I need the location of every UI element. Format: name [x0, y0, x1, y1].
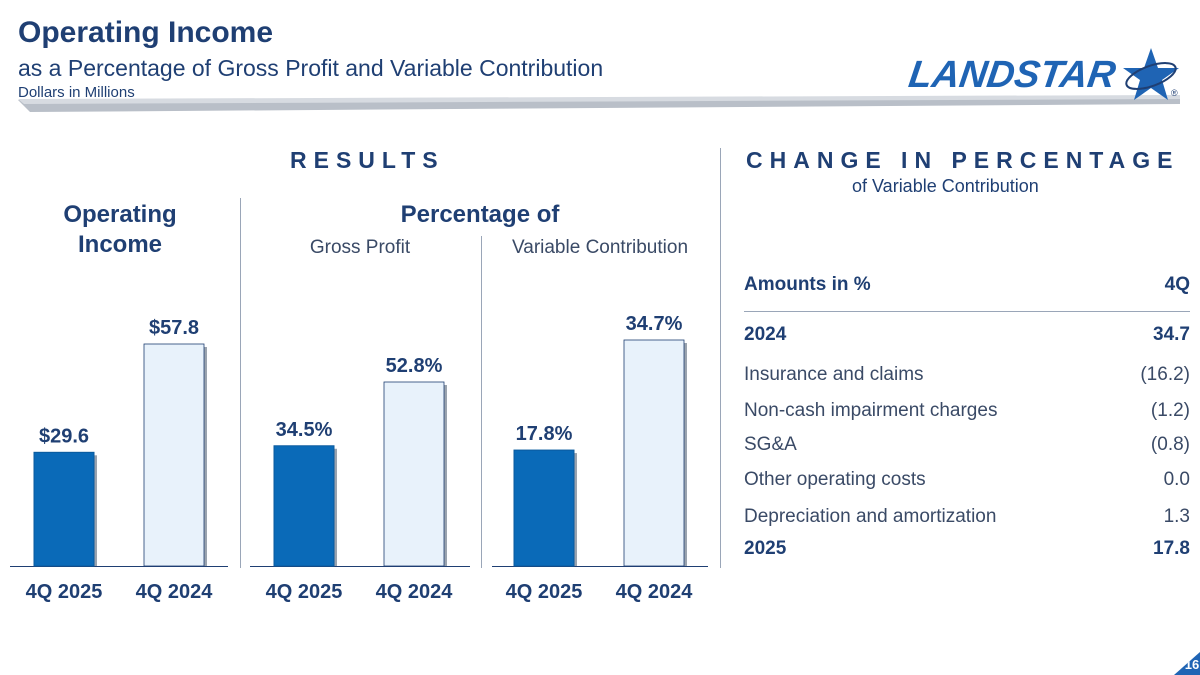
category-label: 4Q 2025 — [506, 581, 583, 603]
bar-value-label: 17.8% — [516, 423, 573, 445]
gross-profit-label: Gross Profit — [309, 237, 411, 258]
table-row-value: (0.8) — [1150, 434, 1190, 455]
category-label: 4Q 2024 — [136, 581, 214, 603]
category-label: 4Q 2024 — [616, 581, 694, 603]
table-row: Non-cash impairment charges (1.2) — [744, 400, 1190, 430]
table-header-label: Amounts in % — [744, 274, 871, 295]
table-row-value: (1.2) — [1150, 400, 1190, 421]
results-heading: RESULTS — [290, 147, 445, 173]
bar — [273, 445, 335, 567]
table-row: Other operating costs 0.0 — [744, 469, 1190, 499]
units-note: Dollars in Millions — [18, 84, 135, 101]
variable-contribution-label: Variable Contribution — [511, 237, 689, 258]
bar-value-label: 52.8% — [386, 355, 443, 377]
table-row-value: 17.8 — [1153, 538, 1190, 559]
table-header-value: 4Q — [1164, 274, 1190, 295]
landstar-logo: LANDSTAR ® — [905, 44, 1185, 104]
registered-mark: ® — [1171, 88, 1178, 98]
table-row: Depreciation and amortization 1.3 — [744, 506, 1190, 536]
page-subtitle: as a Percentage of Gross Profit and Vari… — [18, 55, 604, 81]
bar-value-label: $57.8 — [149, 317, 199, 339]
table-row: 2024 34.7 — [744, 324, 1190, 354]
page-title: Operating Income — [18, 16, 274, 49]
bar — [33, 451, 95, 567]
table-row-label: Depreciation and amortization — [744, 506, 997, 527]
table-row-value: 1.3 — [1163, 506, 1190, 527]
table-row: SG&A (0.8) — [744, 434, 1190, 464]
operating-income-title-line2: Income — [77, 231, 163, 258]
divider-right — [720, 148, 721, 568]
bar-value-label: 34.7% — [626, 313, 683, 335]
change-subheading: of Variable Contribution — [852, 176, 1039, 196]
bar — [623, 339, 685, 567]
table-row-label: Non-cash impairment charges — [744, 400, 998, 421]
divider-mid — [481, 236, 482, 568]
bar — [513, 449, 575, 567]
category-label: 4Q 2024 — [376, 581, 454, 603]
table-row-label: SG&A — [744, 434, 797, 455]
table-row-label: Insurance and claims — [744, 364, 924, 385]
percentage-title: Percentage of — [400, 201, 560, 228]
category-label: 4Q 2025 — [266, 581, 343, 603]
operating-income-title: Operating Income — [20, 200, 220, 260]
operating-income-title-line1: Operating — [63, 201, 177, 228]
header-swoosh — [18, 95, 1180, 112]
table-header: Amounts in % 4Q — [744, 274, 1190, 304]
bar — [143, 343, 205, 567]
table-row-label: 2025 — [744, 538, 787, 559]
table-row-value: (16.2) — [1140, 364, 1190, 385]
category-label: 4Q 2025 — [26, 581, 103, 603]
table-rule — [744, 311, 1190, 312]
change-heading: CHANGE IN PERCENTAGE — [746, 147, 1180, 173]
bar — [383, 381, 445, 567]
divider-left — [240, 198, 241, 568]
table-row: Insurance and claims (16.2) — [744, 364, 1190, 394]
table-row-label: Other operating costs — [744, 469, 926, 490]
table-row: 2025 17.8 — [744, 538, 1190, 568]
bar-value-label: $29.6 — [39, 425, 89, 447]
table-row-label: 2024 — [744, 324, 787, 345]
star-icon — [1123, 48, 1179, 100]
table-row-value: 34.7 — [1153, 324, 1190, 345]
table-row-value: 0.0 — [1163, 469, 1190, 490]
bar-value-label: 34.5% — [276, 419, 333, 441]
